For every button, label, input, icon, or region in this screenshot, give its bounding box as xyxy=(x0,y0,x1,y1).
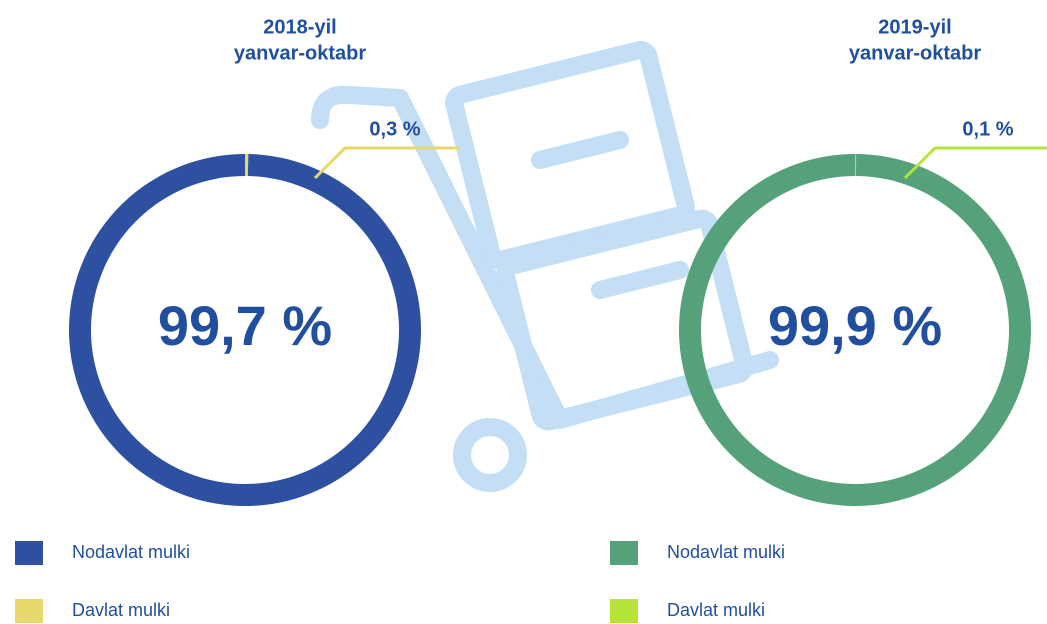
legend-swatch xyxy=(15,599,43,623)
donut-segment xyxy=(855,154,857,177)
leader-line xyxy=(903,146,1047,180)
background-icon xyxy=(311,41,779,492)
legend-label: Nodavlat mulki xyxy=(72,542,190,562)
legend-swatch xyxy=(15,541,43,565)
legend-swatch xyxy=(610,599,638,623)
chart-title: 2018-yil xyxy=(263,16,336,38)
segment-label: 0,1 % xyxy=(962,118,1013,140)
chart-subtitle: yanvar-oktabr xyxy=(849,42,981,64)
legend-label: Davlat mulki xyxy=(667,600,765,620)
legend-swatch xyxy=(610,541,638,565)
chart-subtitle: yanvar-oktabr xyxy=(234,42,366,64)
leader-line xyxy=(313,146,460,180)
legend-label: Davlat mulki xyxy=(72,600,170,620)
legend-label: Nodavlat mulki xyxy=(667,542,785,562)
center-label: 99,9 % xyxy=(768,294,942,357)
segment-label: 0,3 % xyxy=(369,118,420,140)
chart-title: 2019-yil xyxy=(878,16,951,38)
center-label: 99,7 % xyxy=(158,294,332,357)
donut-segment xyxy=(245,154,249,177)
